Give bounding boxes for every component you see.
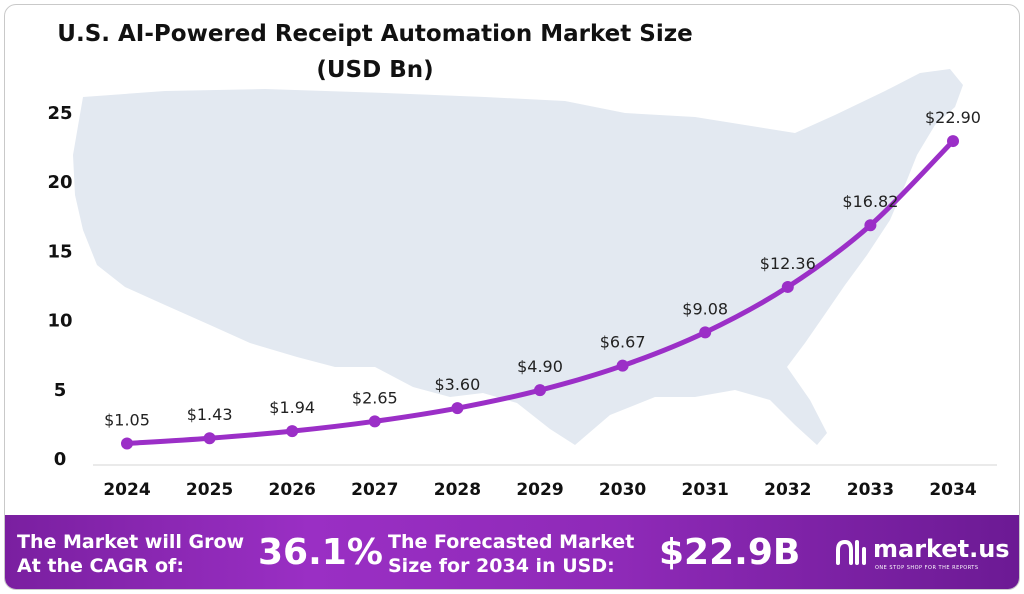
chart-title: U.S. AI-Powered Receipt Automation Marke… xyxy=(57,21,693,47)
us-map-silhouette xyxy=(73,69,963,445)
y-tick-label: 15 xyxy=(47,241,72,262)
footer-banner: The Market will Grow At the CAGR of: 36.… xyxy=(5,515,1019,589)
y-tick-label: 10 xyxy=(47,311,72,332)
market-us-logo-icon xyxy=(836,539,866,565)
x-tick-label: 2028 xyxy=(434,480,481,500)
data-point xyxy=(203,432,216,445)
cagr-label: The Market will Grow At the CAGR of: xyxy=(17,530,244,578)
x-tick-label: 2025 xyxy=(186,480,233,500)
data-label: $12.36 xyxy=(760,254,816,273)
x-tick-label: 2032 xyxy=(764,480,811,500)
forecast-value: $22.9B xyxy=(659,532,801,573)
data-label: $16.82 xyxy=(842,192,898,211)
x-tick-label: 2033 xyxy=(847,480,894,500)
y-axis: 0 5 10 15 20 25 xyxy=(47,103,72,470)
y-tick-label: 20 xyxy=(47,172,72,193)
cagr-label-line1: The Market will Grow xyxy=(17,531,245,553)
data-label: $1.43 xyxy=(187,405,233,424)
brand-tagline: ONE STOP SHOP FOR THE REPORTS xyxy=(875,565,979,571)
data-label: $4.90 xyxy=(517,357,563,376)
y-tick-label: 25 xyxy=(47,103,72,124)
x-tick-label: 2027 xyxy=(351,480,398,500)
data-point xyxy=(616,359,629,372)
data-point xyxy=(947,135,959,148)
forecast-label: The Forecasted Market Size for 2034 in U… xyxy=(388,530,634,578)
data-label: $6.67 xyxy=(600,333,646,352)
data-points xyxy=(121,135,959,450)
x-tick-label: 2030 xyxy=(599,480,646,500)
y-tick-label: 5 xyxy=(54,380,67,401)
data-point xyxy=(451,402,464,415)
data-label: $9.08 xyxy=(682,299,728,318)
cagr-value: 36.1% xyxy=(258,532,383,573)
data-point xyxy=(699,326,712,339)
data-label: $2.65 xyxy=(352,388,398,407)
brand-name: market.us xyxy=(873,535,1010,563)
x-tick-label: 2034 xyxy=(929,480,976,500)
cagr-label-line2: At the CAGR of: xyxy=(17,555,184,577)
data-point xyxy=(286,425,299,438)
data-point xyxy=(534,384,546,397)
forecast-label-line2: Size for 2034 in USD: xyxy=(388,555,615,577)
x-tick-label: 2026 xyxy=(269,480,316,500)
data-label: $22.90 xyxy=(925,108,981,127)
infographic-card: 0 5 10 15 20 25 2024 2025 2026 2027 2028 2029 2030 2… xyxy=(4,4,1020,590)
forecast-label-line1: The Forecasted Market xyxy=(388,531,635,553)
data-labels: $1.05 $1.43 $1.94 $2.65 $3.60 $4.90 $6.67 $9.08… xyxy=(104,108,981,429)
data-label: $3.60 xyxy=(434,375,480,394)
data-label: $1.94 xyxy=(269,398,315,417)
x-axis: 2024 2025 2026 2027 2028 2029 2030 2031 2032 2033… xyxy=(103,480,976,500)
x-tick-label: 2031 xyxy=(682,480,729,500)
y-tick-label: 0 xyxy=(54,449,67,470)
x-tick-label: 2029 xyxy=(516,480,563,500)
data-point xyxy=(781,280,794,293)
data-label: $1.05 xyxy=(104,410,150,429)
data-point xyxy=(121,437,133,450)
data-point xyxy=(864,219,877,232)
data-point xyxy=(368,415,381,428)
chart-title-unit: (USD Bn) xyxy=(316,57,434,83)
x-tick-label: 2024 xyxy=(103,480,150,500)
